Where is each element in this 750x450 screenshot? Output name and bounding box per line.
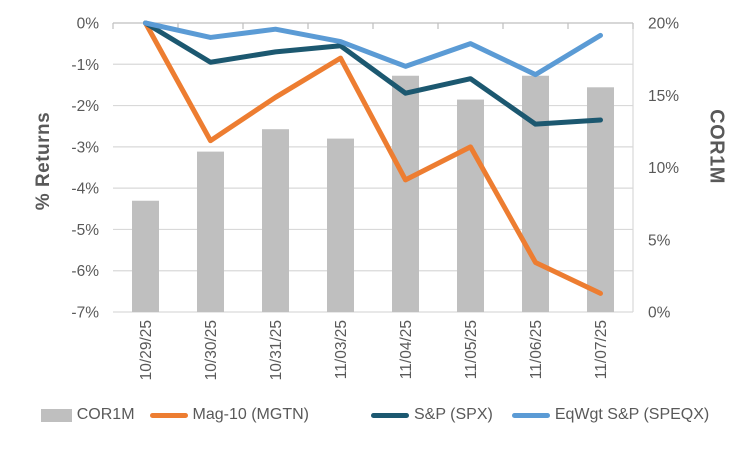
left-axis-title: % Returns <box>33 111 54 211</box>
bar-cor1m <box>262 129 289 312</box>
line-eqwgt-s-p-speqx- <box>143 20 603 78</box>
left-axis-tick-label: -6% <box>71 263 99 280</box>
legend-item: COR1M <box>40 406 135 424</box>
legend-label: COR1M <box>76 406 135 423</box>
legend-item: Mag-10 (MGTN) <box>149 406 309 424</box>
left-axis-tick-label: 0% <box>77 16 100 33</box>
left-axis-tick-label: -7% <box>71 305 99 322</box>
legend-line-swatch <box>149 412 188 418</box>
legend-line-swatch <box>511 412 550 418</box>
bar-cor1m <box>457 99 484 313</box>
line-mag-10-mgtn- <box>143 20 603 296</box>
bar-cor1m <box>392 75 419 313</box>
legend-label: EqWgt S&P (SPEQX) <box>554 406 710 423</box>
legend-line-swatch <box>370 412 409 418</box>
legend-item: S&P (SPX) <box>370 406 493 424</box>
bar-cor1m <box>197 151 224 312</box>
legend-label: S&P (SPX) <box>413 406 493 423</box>
bar-cor1m <box>132 200 159 312</box>
x-axis-tick-label: 10/30/25 <box>203 320 220 380</box>
left-axis-tick-label: -5% <box>71 222 99 239</box>
left-axis-tick-label: -1% <box>71 57 99 74</box>
bar-cor1m <box>522 75 549 313</box>
right-axis-tick-label: 20% <box>648 16 679 33</box>
legend-label: Mag-10 (MGTN) <box>192 406 309 423</box>
left-axis-tick-label: -3% <box>71 139 99 156</box>
x-axis-tick-label: 11/05/25 <box>463 320 480 379</box>
legend-item: EqWgt S&P (SPEQX) <box>511 406 710 424</box>
left-axis-tick-label: -2% <box>71 98 99 115</box>
x-axis-tick-label: 11/03/25 <box>333 320 350 379</box>
right-axis-tick-label: 15% <box>648 88 679 105</box>
right-axis-title: COR1M <box>705 109 728 184</box>
x-axis-tick-label: 10/29/25 <box>138 320 155 380</box>
right-axis-tick-label: 0% <box>648 305 671 322</box>
bar-cor1m <box>587 87 614 313</box>
legend-bar-swatch <box>40 408 72 422</box>
x-axis-tick-label: 11/06/25 <box>528 320 545 379</box>
right-axis-tick-label: 10% <box>648 160 679 177</box>
x-axis-tick-label: 11/04/25 <box>398 320 415 379</box>
legend: COR1M Mag-10 (MGTN) S&P (SPX) EqWgt S&P (SP… <box>0 406 750 424</box>
left-axis-tick-label: -4% <box>71 181 99 198</box>
x-axis-tick-label: 11/07/25 <box>593 320 610 379</box>
line-s-p-spx- <box>143 20 603 127</box>
right-axis-tick-label: 5% <box>648 232 671 249</box>
bar-cor1m <box>327 138 354 312</box>
x-axis-tick-label: 10/31/25 <box>268 320 285 380</box>
